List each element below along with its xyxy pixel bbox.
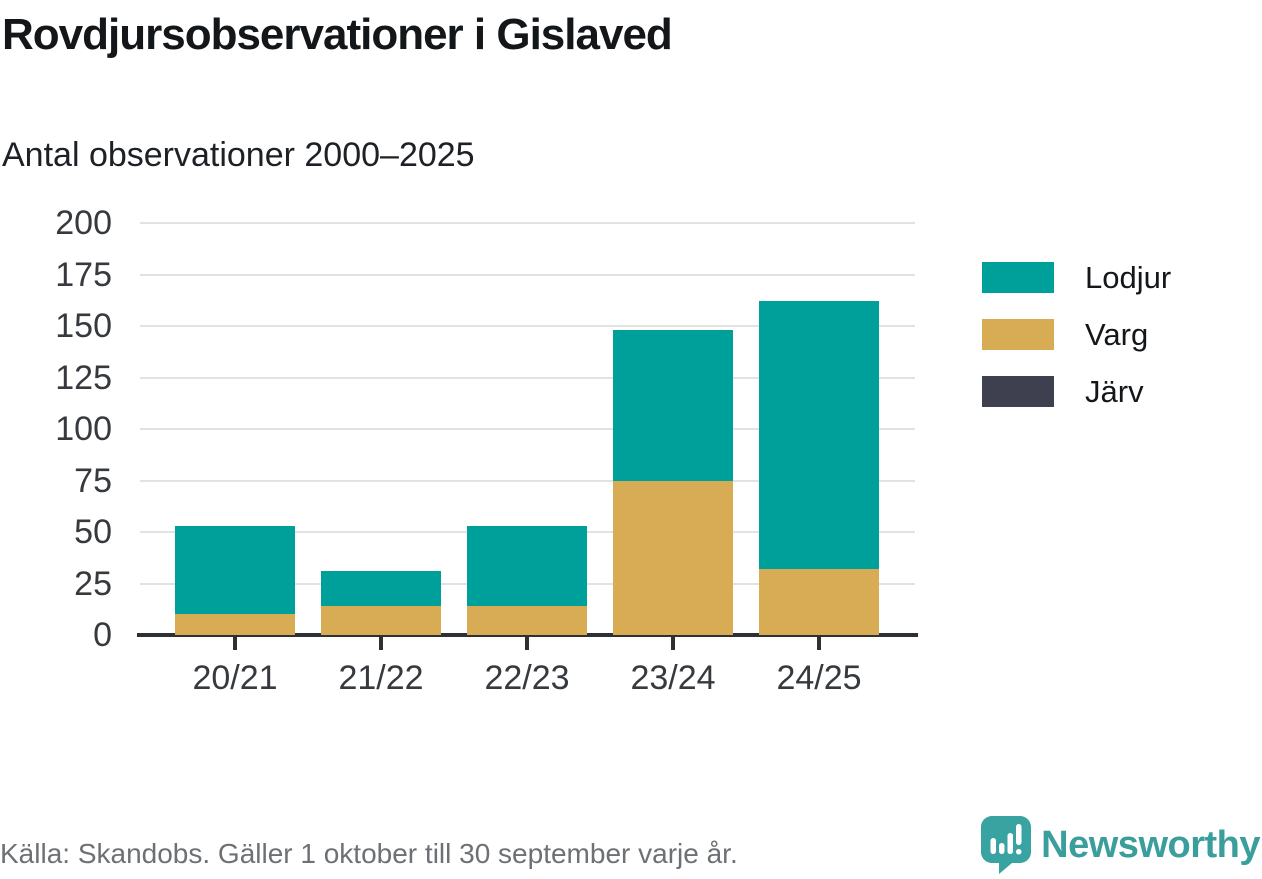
x-axis-line xyxy=(137,633,918,637)
bar-segment-varg-21-22 xyxy=(321,606,441,635)
gridline-175 xyxy=(140,273,915,276)
legend-label-järv: Järv xyxy=(1085,373,1144,409)
bar-22-23 xyxy=(467,525,587,635)
bar-segment-varg-22-23 xyxy=(467,606,587,635)
x-tick-21-22 xyxy=(379,637,383,650)
bar-segment-lodjur-21-22 xyxy=(321,571,441,607)
gridline-150 xyxy=(140,325,915,327)
x-axis-label-20-21: 20/21 xyxy=(192,659,278,697)
source-note: Källa: Skandobs. Gäller 1 oktober till 3… xyxy=(0,838,738,869)
bar-segment-lodjur-20-21 xyxy=(175,525,295,615)
chart-title: Rovdjursobservationer i Gislaved xyxy=(2,10,673,59)
legend-label-lodjur: Lodjur xyxy=(1085,259,1172,295)
bar-segment-lodjur-22-23 xyxy=(467,525,587,607)
bar-segment-varg-24-25 xyxy=(759,569,879,635)
newsworthy-brand: Newsworthy xyxy=(981,816,1260,874)
legend-item-järv: Järv xyxy=(982,373,1171,409)
y-axis-label-0: 0 xyxy=(93,616,112,654)
y-axis-label-100: 100 xyxy=(55,410,112,448)
bar-21-22 xyxy=(321,571,441,635)
gridline-100 xyxy=(140,428,915,430)
x-tick-23-24 xyxy=(671,637,675,650)
gridline-125 xyxy=(140,376,915,379)
x-axis-label-21-22: 21/22 xyxy=(338,659,424,697)
gridline-200 xyxy=(140,222,915,224)
bar-20-21 xyxy=(175,525,295,635)
bar-23-24 xyxy=(613,330,733,635)
y-axis-label-150: 150 xyxy=(55,307,112,345)
bar-segment-varg-23-24 xyxy=(613,480,733,635)
legend: Lodjur Varg Järv xyxy=(982,259,1172,433)
x-axis-label-23-24: 23/24 xyxy=(630,659,716,697)
y-axis-label-25: 25 xyxy=(74,564,112,603)
bar-segment-lodjur-24-25 xyxy=(759,301,879,570)
legend-item-lodjur: Lodjur xyxy=(982,259,1172,295)
x-axis-label-22-23: 22/23 xyxy=(484,659,570,697)
y-axis: 0 25 50 75 100 125 150 175 200 xyxy=(0,0,112,879)
legend-swatch-lodjur xyxy=(982,262,1054,293)
gridline-75 xyxy=(140,479,915,482)
x-tick-22-23 xyxy=(525,637,529,650)
legend-label-varg: Varg xyxy=(1085,316,1149,352)
chart-subtitle: Antal observationer 2000–2025 xyxy=(2,136,475,174)
bar-segment-varg-20-21 xyxy=(175,614,295,635)
plot-area: 20/21 21/22 22/23 23/24 24/25 xyxy=(137,222,918,697)
y-axis-label-125: 125 xyxy=(55,358,112,397)
x-tick-24-25 xyxy=(817,637,821,650)
y-axis-label-175: 175 xyxy=(55,255,112,294)
y-axis-label-200: 200 xyxy=(55,204,112,242)
newsworthy-logo-icon xyxy=(981,816,1032,874)
bar-segment-lodjur-23-24 xyxy=(613,330,733,481)
x-axis-label-24-25: 24/25 xyxy=(776,659,862,697)
y-axis-label-50: 50 xyxy=(74,513,112,551)
legend-item-varg: Varg xyxy=(982,316,1171,352)
newsworthy-wordmark: Newsworthy xyxy=(1041,823,1260,866)
y-axis-label-75: 75 xyxy=(74,461,112,500)
legend-swatch-varg xyxy=(982,319,1054,350)
legend-swatch-järv xyxy=(982,376,1054,407)
x-tick-20-21 xyxy=(233,637,237,650)
bar-24-25 xyxy=(759,301,879,635)
